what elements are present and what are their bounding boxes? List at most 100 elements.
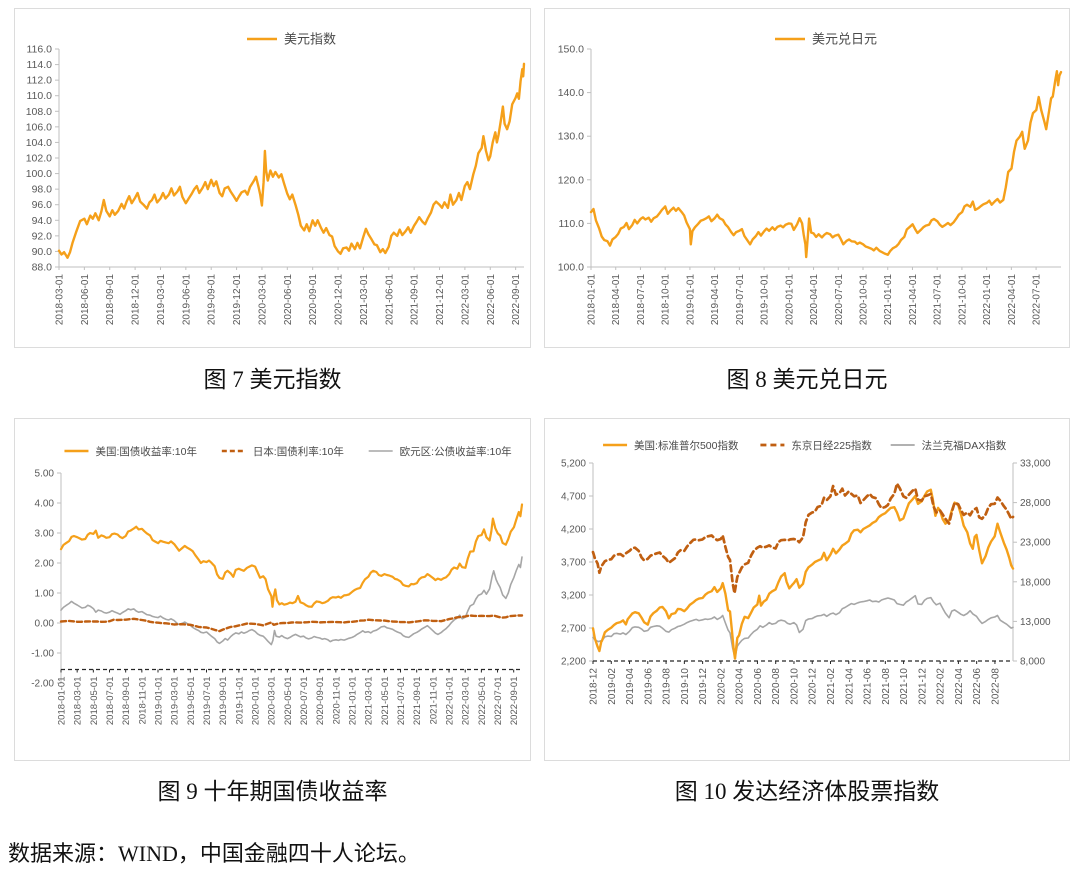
x-axis-tick-label: 2020-02 [716,668,727,705]
x-axis-tick-label: 2020-09-01 [315,677,326,726]
y2-axis-tick-label: 33,000 [1020,459,1051,470]
x-axis-tick-label: 2020-10-01 [859,274,870,326]
series [589,70,1063,259]
x-axis-tick-label: 2020-12 [808,668,819,705]
x-axis-tick-label: 2021-04-01 [908,274,919,326]
y-axis-tick-label: 130.0 [558,131,584,143]
x-axis-tick-label: 2020-12-01 [334,274,345,326]
x-axis-tick-label: 2021-12 [917,668,928,705]
y-axis-tick-label: 4.00 [35,499,55,510]
legend-label: 欧元区:公债收益率:10年 [400,445,512,458]
series [591,482,1015,660]
y-axis-tick-label: 1.00 [35,589,55,600]
y-axis-tick-label: 94.0 [32,215,53,227]
x-axis-tick-label: 2020-03-01 [267,677,278,726]
x-axis-tick-label: 2021-04 [844,668,855,705]
y-axis-tick-label: 2.00 [35,559,55,570]
x-axis-tick-label: 2021-08 [881,668,892,705]
x-axis-tick-label: 2019-07-01 [202,677,213,726]
x-axis-tick-label: 2019-05-01 [186,677,197,726]
x-axis-tick-label: 2018-07-01 [105,677,116,726]
x-axis-tick-label: 2021-12-01 [435,274,446,326]
x-axis-tick-label: 2019-06 [643,668,654,705]
x-axis-tick-label: 2021-07-01 [396,677,407,726]
x-axis-tick-label: 2021-07-01 [933,274,944,326]
y-axis-tick-label: 110.0 [559,218,585,230]
y-axis-tick-label: 150.0 [558,44,584,56]
y-axis-tick-label: 100.0 [26,168,52,180]
x-axis-tick-label: 2019-11-01 [234,677,245,725]
y-axis-tick-label: 4,200 [561,525,586,536]
x-axis-tick-label: 2022-06-01 [486,274,497,326]
x-axis-tick-label: 2018-01-01 [57,677,68,726]
x-axis-tick-label: 2019-01-01 [154,677,165,726]
x-axis-tick-label: 2018-11-01 [137,677,148,725]
x-axis-tick-label: 2019-08 [662,668,673,705]
legend: 美国:标准普尔500指数 东京日经225指数 法兰克福DAX指数 [603,439,1007,452]
y2-axis-tick-label: 28,000 [1020,498,1051,509]
x-axis-tick-label: 2021-09-01 [410,274,421,326]
y-axis-tick-label: 106.0 [26,121,52,133]
x-axis-tick-label: 2018-07-01 [636,274,647,326]
legend: 美元兑日元 [775,32,877,47]
y-axis-tick-label: -1.00 [31,649,54,660]
legend: 美元指数 [247,32,336,47]
x-axis-tick-label: 2019-01-01 [685,274,696,326]
x-axis-tick-label: 2019-04 [625,668,636,705]
y-axis-tick-label: 112.0 [27,75,53,87]
x-axis-tick-label: 2022-05-01 [477,677,488,726]
legend-label: 东京日经225指数 [791,439,872,452]
axes: 88.0 90.0 92.0 94.0 96.0 98.0 100.0 102.0 104.0 1… [26,44,524,326]
y-axis-tick-label: 2,700 [561,624,586,635]
series-line-0 [60,556,523,646]
x-axis-tick-label: 2019-09-01 [207,274,218,326]
y-axis-tick-label: 90.0 [32,246,53,258]
usd-index-chart: 88.0 90.0 92.0 94.0 96.0 98.0 100.0 102.0 104.0 1… [26,32,526,326]
series [57,62,526,259]
y-axis-tick-label: 100.0 [558,262,584,274]
x-axis-tick-label: 2022-01-01 [982,274,993,326]
axes: 100.0 110.0 120.0 130.0 140.0 150.0 2018-01-01… [558,44,1061,326]
x-axis-tick-label: 2022-09-01 [511,274,522,326]
x-axis-tick-label: 2021-06 [863,668,874,705]
y-axis-tick-label: 2,200 [561,657,586,668]
x-axis-tick-label: 2019-07-01 [735,274,746,326]
x-axis-tick-label: 2018-04-01 [611,274,622,326]
x-axis-tick-label: 2020-06-01 [283,274,294,326]
caption-fig7: 图 7 美元指数 [203,367,342,392]
x-axis-tick-label: 2020-06 [753,668,764,705]
x-axis-tick-label: 2022-08 [990,668,1001,705]
series-line-1 [59,503,524,608]
x-axis-tick-label: 2022-02 [936,668,947,705]
x-axis-tick-label: 2022-04 [954,668,965,705]
legend-label: 法兰克福DAX指数 [922,439,1007,452]
series-line-1 [591,488,1015,660]
y-axis-tick-label: 3,700 [561,558,586,569]
x-axis-tick-label: 2020-07-01 [834,274,845,326]
x-axis-tick-label: 2022-07-01 [493,677,504,726]
x-axis-tick-label: 2019-02 [607,668,618,705]
x-axis-tick-label: 2020-10 [790,668,801,705]
x-axis-tick-label: 2018-01-01 [587,274,598,326]
y-axis-tick-label: 98.0 [32,184,53,196]
x-axis-tick-label: 2018-03-01 [55,274,66,326]
y-axis-tick-label: 92.0 [32,230,53,242]
caption-fig8: 图 8 美元兑日元 [726,367,888,392]
x-axis-tick-label: 2018-12 [589,668,600,705]
series-line-2 [59,614,524,633]
y-axis-tick-label: 116.0 [27,44,53,56]
axes: -2.00 -1.00 0.00 1.00 2.00 3.00 4.00 5.00 2018-0… [31,469,522,726]
x-axis-tick-label: 2020-01-01 [784,274,795,326]
x-axis-tick-label: 2021-10-01 [957,274,968,326]
y-axis-tick-label: 0.00 [35,619,55,630]
x-axis-tick-label: 2019-03-01 [170,677,181,726]
x-axis-tick-label: 2020-05-01 [283,677,294,726]
x-axis-tick-label: 2022-03-01 [460,274,471,326]
y-axis-tick-label: 108.0 [26,106,52,118]
data-source-note: 数据来源：WIND，中国金融四十人论坛。 [8,841,420,866]
x-axis-tick-label: 2021-11-01 [428,677,439,725]
x-axis-tick-label: 2018-09-01 [105,274,116,326]
x-axis-tick-label: 2022-01-01 [445,677,456,726]
x-axis-tick-label: 2020-07-01 [299,677,310,726]
stock-indices-chart: 2,200 2,700 3,200 3,700 4,200 4,700 5,200 8,000… [561,439,1051,705]
